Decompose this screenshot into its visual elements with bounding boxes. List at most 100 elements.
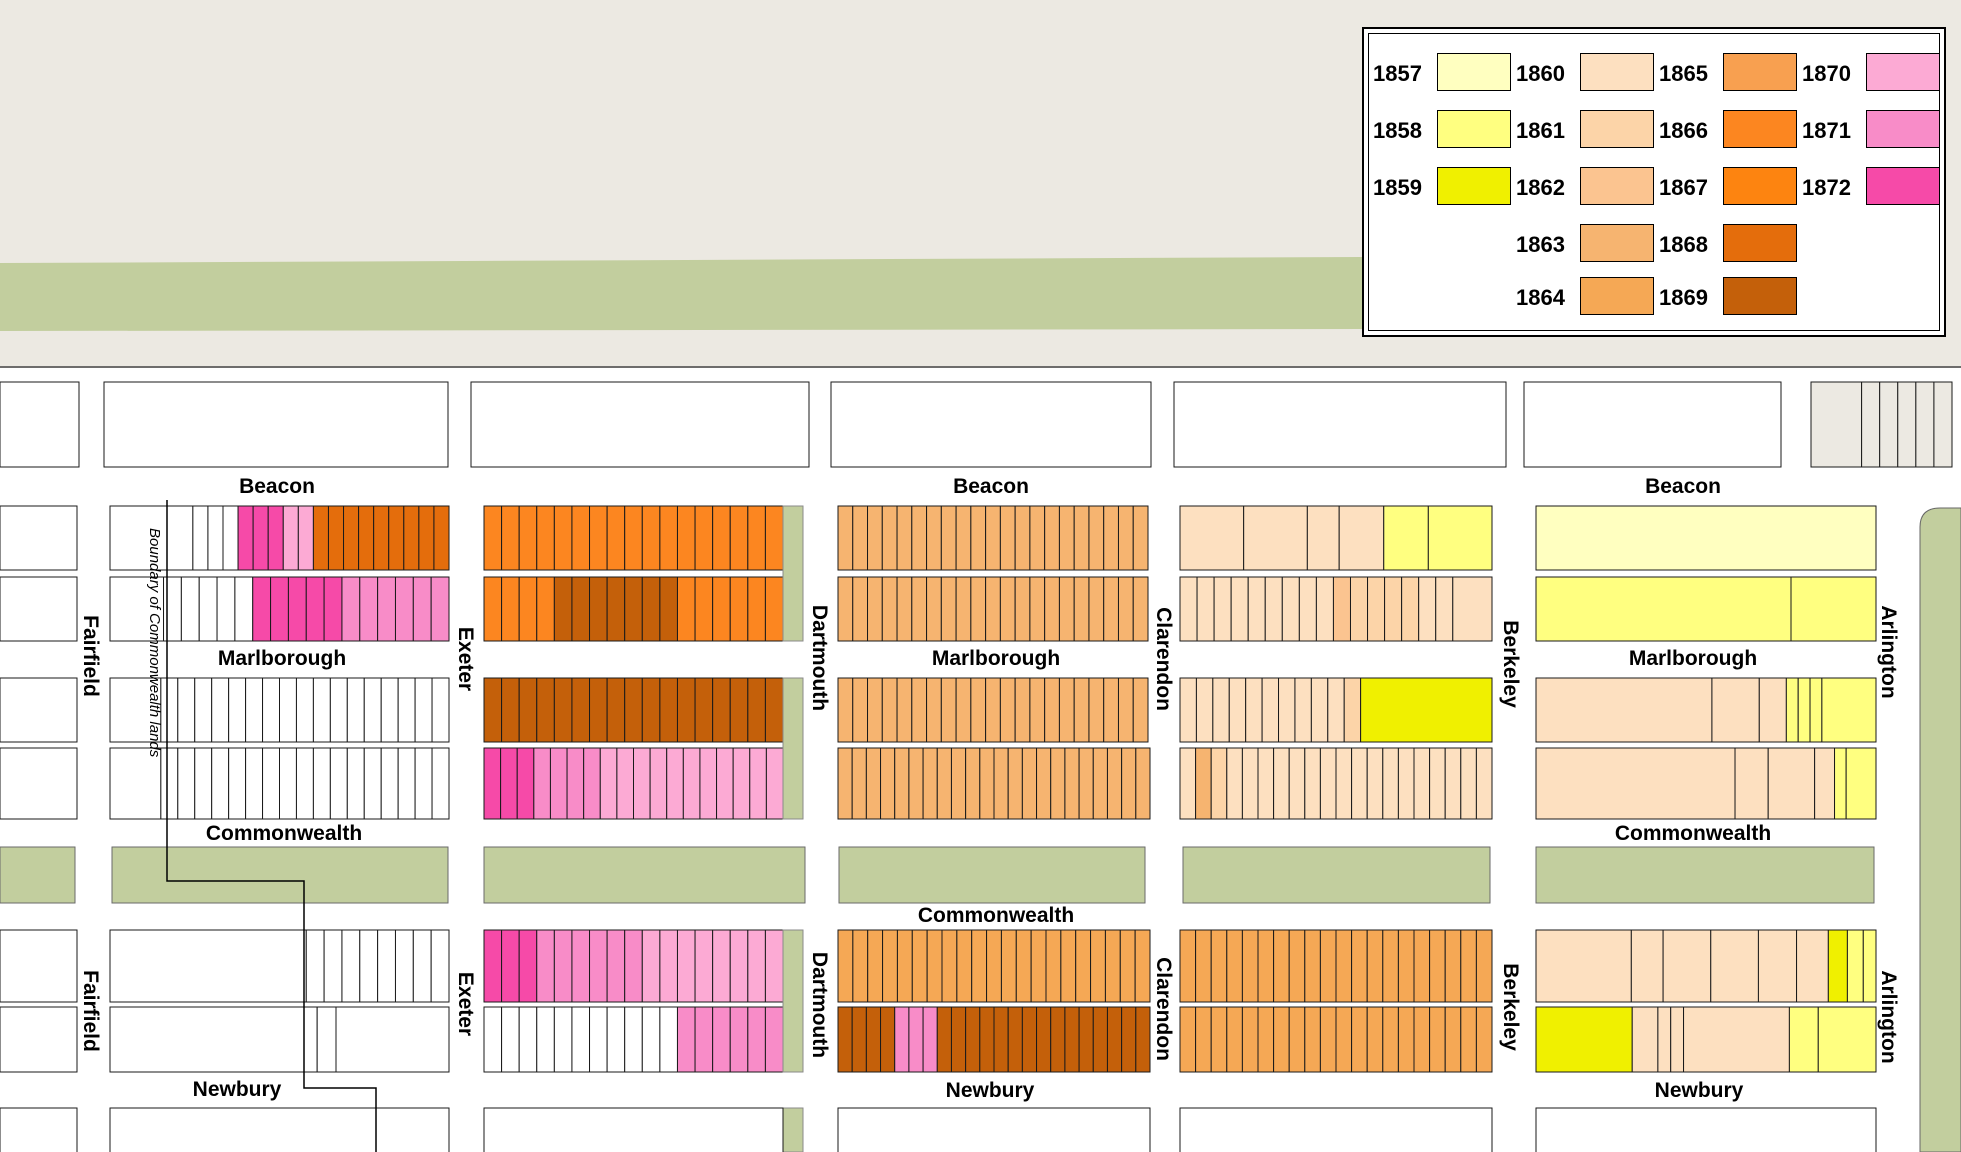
lot	[1796, 929, 1829, 1003]
lot	[1273, 1006, 1290, 1073]
legend-item-1866: 1866	[1659, 110, 1799, 150]
lot	[1897, 381, 1917, 468]
commonwealth-mall	[1182, 846, 1491, 904]
lot	[329, 747, 348, 820]
lot	[1460, 747, 1477, 820]
lot	[694, 677, 714, 743]
lot	[624, 677, 643, 743]
lot	[1460, 929, 1477, 1003]
lot	[198, 576, 218, 642]
lot	[1444, 1006, 1462, 1073]
lot	[865, 747, 882, 820]
legend-swatch	[1580, 167, 1654, 205]
lot	[1657, 1006, 1672, 1073]
lot	[343, 505, 360, 571]
lot	[999, 677, 1016, 743]
lot	[729, 929, 749, 1003]
lot	[282, 505, 299, 571]
block	[0, 747, 78, 820]
lot	[1179, 677, 1197, 743]
lot	[606, 1006, 626, 1073]
lot	[896, 505, 913, 571]
lot	[1134, 929, 1151, 1003]
block	[0, 1006, 78, 1073]
lot	[109, 677, 162, 743]
lot	[1073, 505, 1090, 571]
lot	[397, 677, 416, 743]
lot	[641, 677, 661, 743]
lot	[1044, 576, 1060, 642]
lot	[589, 677, 608, 743]
lot	[1401, 576, 1420, 642]
lot	[1304, 747, 1321, 820]
lot	[1817, 1006, 1877, 1073]
lot	[279, 747, 297, 820]
street-newbury-2: Newbury	[946, 1079, 1035, 1102]
public-garden-edge	[1919, 507, 1961, 1152]
lot	[589, 1006, 608, 1073]
beacon-north-block	[0, 381, 80, 468]
lot	[335, 1006, 450, 1073]
lot	[970, 677, 987, 743]
lot	[1226, 747, 1243, 820]
lot	[747, 576, 766, 642]
lot	[1241, 1006, 1259, 1073]
legend-year: 1859	[1373, 175, 1422, 200]
lot	[1429, 1006, 1446, 1073]
lot	[993, 747, 1009, 820]
lot	[1335, 929, 1353, 1003]
lot	[880, 1006, 896, 1073]
lot	[1243, 505, 1308, 571]
lot	[867, 929, 884, 1003]
lot	[1827, 929, 1848, 1003]
lot	[979, 747, 995, 820]
lot	[682, 747, 701, 820]
street-marlborough-3: Marlborough	[1629, 647, 1757, 670]
river-strip	[0, 257, 1362, 331]
lot	[1021, 747, 1038, 820]
lot	[926, 576, 942, 642]
street-berkeley-1: Berkeley	[1499, 620, 1522, 708]
lot	[1044, 677, 1060, 743]
legend-swatch	[1723, 110, 1797, 148]
lot	[1435, 576, 1454, 642]
lot	[1078, 1006, 1094, 1073]
lot	[1683, 1006, 1790, 1073]
lot	[1933, 381, 1953, 468]
lot	[1103, 677, 1119, 743]
lot	[1418, 576, 1437, 642]
lot	[553, 677, 573, 743]
lot	[500, 747, 518, 820]
lot	[896, 929, 913, 1003]
block	[0, 505, 78, 571]
lot	[894, 747, 910, 820]
lot	[955, 505, 972, 571]
lot	[1245, 677, 1263, 743]
lot	[163, 576, 182, 642]
lot	[1397, 747, 1415, 820]
lot	[940, 505, 957, 571]
lot	[1360, 677, 1493, 743]
lot	[501, 576, 520, 642]
block	[0, 929, 78, 1003]
legend-swatch	[1723, 53, 1797, 91]
lot	[837, 1006, 853, 1073]
street-fairfield-2: Fairfield	[79, 970, 102, 1052]
lot	[881, 505, 898, 571]
street-commonwealth-3: Commonwealth	[1615, 822, 1771, 845]
lot	[950, 1006, 967, 1073]
newbury-south-block	[1535, 1107, 1877, 1152]
lot	[1788, 1006, 1819, 1073]
lot	[1915, 381, 1935, 468]
lot	[589, 505, 608, 571]
legend-swatch	[1723, 224, 1797, 262]
lot	[1132, 677, 1149, 743]
lot	[180, 576, 200, 642]
lot	[1226, 929, 1243, 1003]
lot	[583, 747, 601, 820]
lot	[765, 747, 784, 820]
commonwealth-boundary-line	[166, 500, 377, 1152]
lot	[553, 929, 573, 1003]
street-arlington-2: Arlington	[1877, 970, 1900, 1063]
lot	[433, 505, 450, 571]
